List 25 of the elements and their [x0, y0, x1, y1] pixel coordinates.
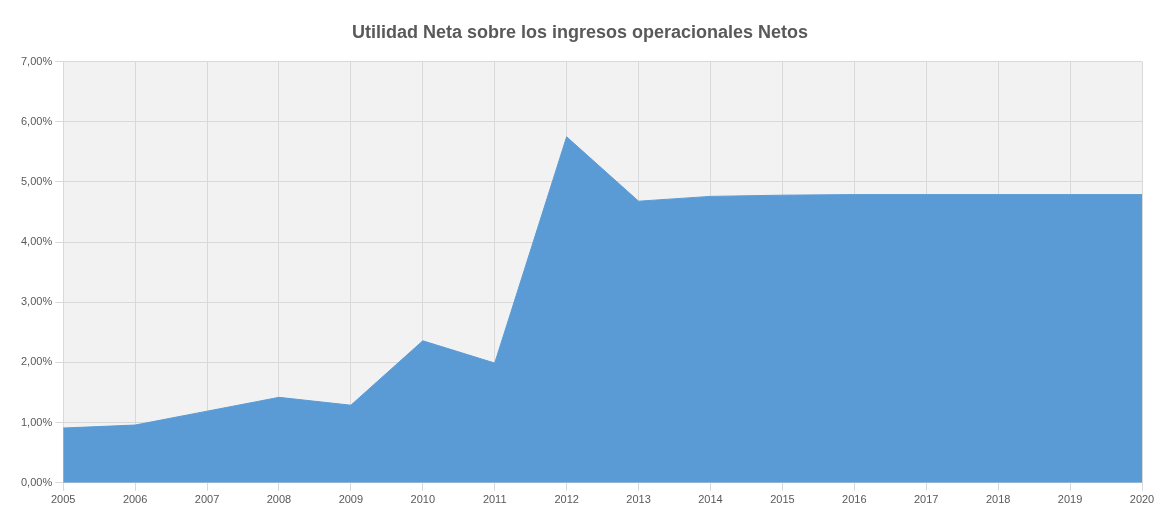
x-tick-label: 2008: [266, 493, 292, 506]
x-tick-label: 2011: [482, 493, 507, 506]
x-tick-label: 2017: [914, 493, 939, 506]
x-tick-label: 2019: [1057, 493, 1083, 506]
x-tick-label: 2006: [122, 493, 148, 506]
x-tick-label: 2016: [842, 493, 867, 506]
x-tick-label: 2009: [338, 493, 364, 506]
x-tick-label: 2007: [194, 493, 220, 506]
x-tick-label: 2015: [770, 493, 795, 506]
y-tick-label: 4,00%: [20, 235, 53, 248]
y-tick-label: 6,00%: [20, 114, 53, 127]
y-tick-label: 1,00%: [20, 415, 53, 428]
x-tick-label: 2013: [626, 493, 651, 506]
y-tick-label: 3,00%: [20, 295, 53, 308]
chart-title: Utilidad Neta sobre los ingresos operacionales Netos: [351, 21, 809, 42]
y-tick-label: 0,00%: [20, 475, 53, 488]
x-tick-label: 2012: [554, 493, 579, 506]
y-tick-label: 2,00%: [20, 355, 53, 368]
y-tick-label: 5,00%: [20, 174, 53, 187]
x-tick-label: 2018: [985, 493, 1011, 506]
x-tick-label: 2005: [50, 493, 76, 506]
x-tick-label: 2014: [698, 493, 723, 506]
x-tick-label: 2010: [410, 493, 436, 506]
y-tick-label: 7,00%: [20, 54, 53, 67]
x-tick-label: 2020: [1129, 493, 1155, 506]
